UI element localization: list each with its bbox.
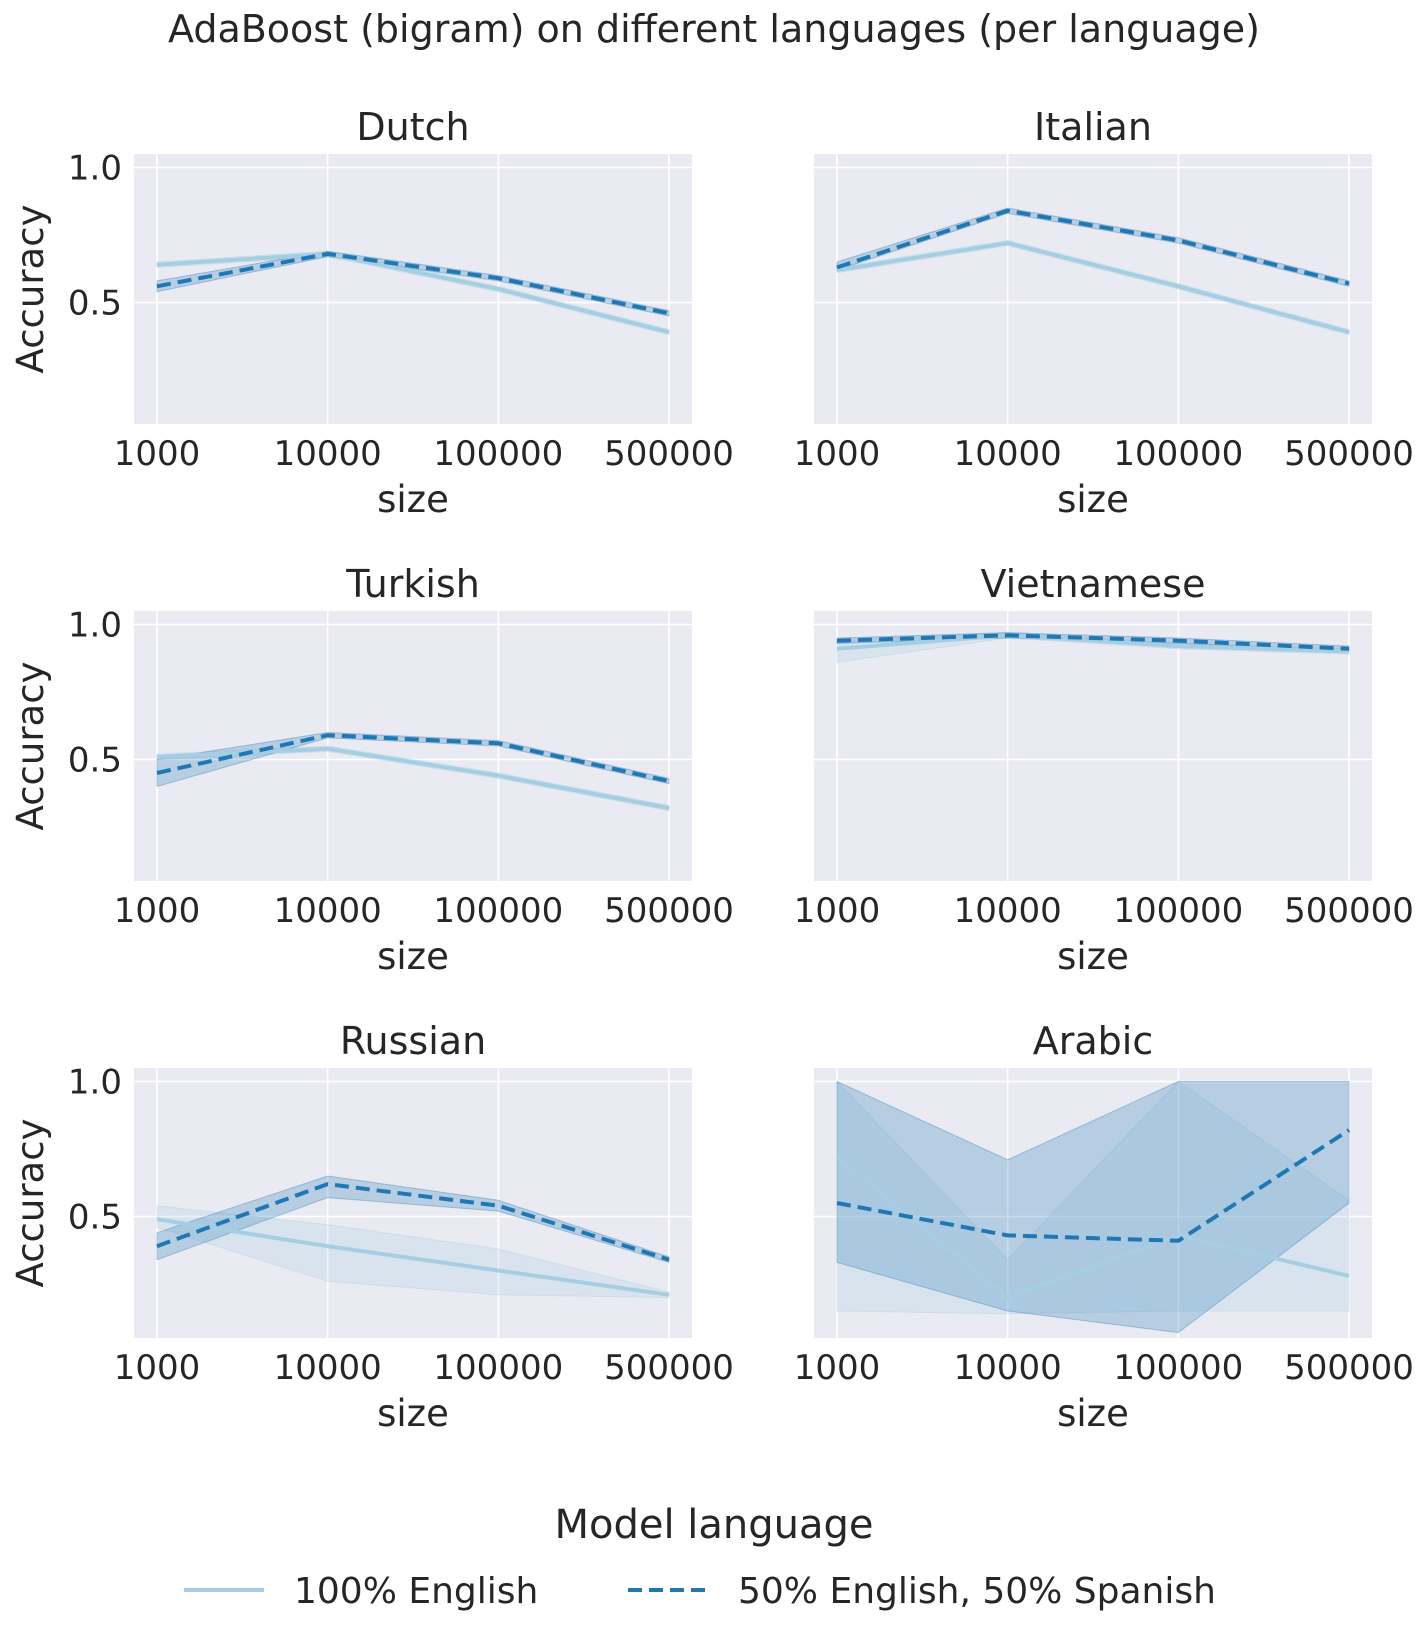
panel-title: Russian — [340, 1019, 486, 1063]
x-tick-label: 10000 — [274, 891, 382, 931]
x-tick-label: 500000 — [1284, 434, 1414, 474]
y-tick-label: 1.0 — [68, 149, 122, 189]
series-line-mixed — [836, 208, 1350, 286]
x-tick-label: 10000 — [274, 434, 382, 474]
x-axis-label: size — [1057, 935, 1129, 978]
panel-title: Arabic — [1033, 1019, 1153, 1063]
panel-title: Turkish — [345, 562, 480, 606]
series-line-english — [156, 251, 670, 335]
x-tick-label: 100000 — [1113, 891, 1243, 931]
x-tick-label: 10000 — [954, 891, 1062, 931]
ci-band-english — [156, 1205, 670, 1299]
x-tick-label: 10000 — [954, 1348, 1062, 1388]
x-tick-label: 1000 — [794, 891, 881, 931]
panel-vietnamese: Vietnamese 1000 10000 100000 500000 size — [794, 562, 1414, 978]
x-tick-label: 1000 — [794, 434, 881, 474]
plot-area — [134, 611, 692, 881]
x-tick-label: 1000 — [794, 1348, 881, 1388]
ci-band-english — [836, 1080, 1350, 1315]
legend-label-mixed: 50% English, 50% Spanish — [738, 1571, 1216, 1612]
series-line-english — [835, 1155, 1350, 1300]
x-axis-label: size — [377, 1392, 449, 1435]
x-tick-label: 10000 — [274, 1348, 382, 1388]
panel-title: Vietnamese — [981, 562, 1206, 606]
series-line-mixed — [836, 633, 1350, 651]
series-line-english — [836, 633, 1350, 654]
series-line-mixed — [156, 1182, 670, 1262]
legend: Model language 100% English 50% English,… — [184, 1502, 1216, 1612]
x-axis-label: size — [377, 478, 449, 521]
plot-area — [814, 611, 1372, 881]
panel-title: Italian — [1034, 105, 1152, 149]
x-tick-label: 500000 — [1284, 1348, 1414, 1388]
x-tick-label: 1000 — [114, 434, 201, 474]
x-tick-label: 1000 — [114, 1348, 201, 1388]
y-tick-label: 0.5 — [68, 741, 122, 781]
series-line-mixed — [156, 733, 670, 784]
legend-title: Model language — [554, 1502, 873, 1548]
panel-italian: Italian 1000 10000 100000 500000 size — [794, 105, 1414, 521]
series-line-mixed — [836, 1128, 1351, 1243]
x-tick-label: 100000 — [1113, 1348, 1243, 1388]
y-tick-label: 1.0 — [68, 606, 122, 646]
x-tick-label: 100000 — [433, 891, 563, 931]
y-tick-label: 0.5 — [68, 284, 122, 324]
x-tick-label: 100000 — [433, 434, 563, 474]
plot-area — [814, 1068, 1372, 1338]
x-tick-label: 1000 — [114, 891, 201, 931]
y-axis-label: Accuracy — [9, 662, 52, 831]
y-tick-label: 0.5 — [68, 1198, 122, 1238]
figure-title: AdaBoost (bigram) on different languages… — [168, 7, 1260, 51]
x-axis-label: size — [377, 935, 449, 978]
series-line-english — [156, 1217, 670, 1297]
panels: Dutch 1000 10000 100000 500000 size 0.5 1.0 Accu… — [9, 105, 1414, 1435]
y-axis-label: Accuracy — [9, 205, 52, 374]
plot-area — [134, 1068, 692, 1338]
panel-turkish: Turkish 1000 10000 100000 500000 size 0.5 1.0 Ac… — [9, 562, 734, 978]
ci-band-mixed — [836, 1080, 1350, 1334]
y-axis-label: Accuracy — [9, 1119, 52, 1288]
panel-title: Dutch — [356, 105, 469, 149]
series-line-english — [836, 241, 1350, 335]
panel-arabic: Arabic 1000 10000 100000 500000 size — [794, 1019, 1414, 1435]
x-axis-label: size — [1057, 478, 1129, 521]
series-line-mixed — [156, 251, 670, 316]
x-tick-label: 500000 — [1284, 891, 1414, 931]
ci-band-english — [836, 239, 1350, 336]
x-tick-label: 10000 — [954, 434, 1062, 474]
plot-area — [814, 154, 1372, 424]
x-tick-label: 500000 — [604, 1348, 734, 1388]
panel-dutch: Dutch 1000 10000 100000 500000 size 0.5 1.0 Accu… — [9, 105, 734, 521]
ci-band-mixed — [836, 207, 1350, 287]
x-tick-label: 100000 — [433, 1348, 563, 1388]
x-axis-label: size — [1057, 1392, 1129, 1435]
legend-label-english: 100% English — [294, 1571, 538, 1612]
panel-russian: Russian 1000 10000 100000 500000 size 0.5 1.0 Ac… — [9, 1019, 734, 1435]
x-tick-label: 100000 — [1113, 434, 1243, 474]
x-tick-label: 500000 — [604, 434, 734, 474]
y-tick-label: 1.0 — [68, 1063, 122, 1103]
plot-area — [134, 154, 692, 424]
x-tick-label: 500000 — [604, 891, 734, 931]
